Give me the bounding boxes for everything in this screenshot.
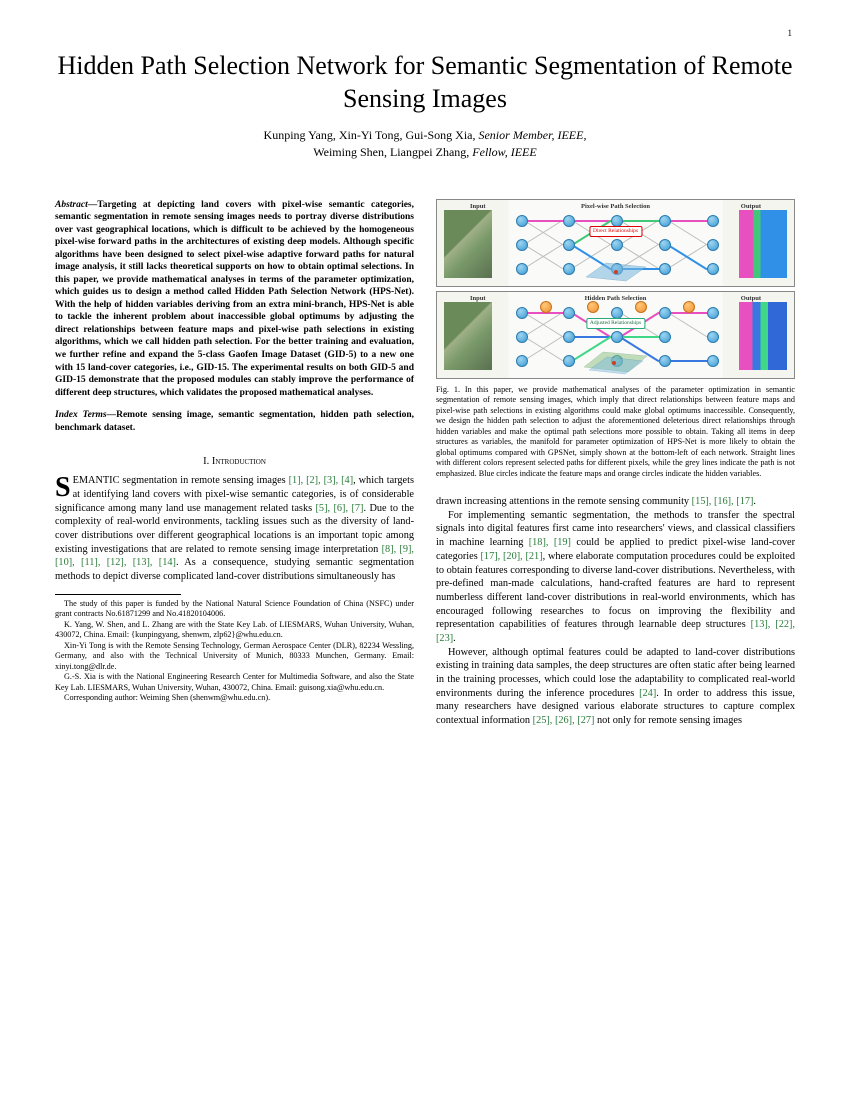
label-panel-title: Pixel-wise Path Selection bbox=[581, 203, 650, 210]
ref-link: [5], [6], [7] bbox=[316, 503, 364, 514]
intro-p1-a: EMANTIC segmentation in remote sensing i… bbox=[73, 475, 289, 486]
manifold-surface-icon bbox=[581, 255, 651, 283]
footnote-separator bbox=[55, 594, 181, 595]
input-thumbnail bbox=[444, 210, 492, 278]
p-text: . bbox=[753, 496, 756, 507]
ref-link: [24] bbox=[639, 688, 656, 699]
two-column-layout: Abstract—Targeting at depicting land cov… bbox=[55, 199, 795, 728]
figure-1: Input Pixel-wise Path Selection Output bbox=[436, 199, 795, 379]
p-text: , where elaborate computation procedures… bbox=[436, 551, 795, 630]
p-text: not only for remote sensing images bbox=[594, 715, 742, 726]
ref-link: [18], [19] bbox=[529, 537, 571, 548]
footnote-affil-3: G.-S. Xia is with the National Engineeri… bbox=[55, 672, 414, 693]
ref-link: [15], [16], [17] bbox=[692, 496, 754, 507]
footnote-affil-2: Xin-Yi Tong is with the Remote Sensing T… bbox=[55, 641, 414, 673]
col2-paragraph-2: For implementing semantic segmentation, … bbox=[436, 509, 795, 646]
section-1-heading: I. Introduction bbox=[55, 456, 414, 467]
manifold-surface-icon bbox=[581, 347, 651, 375]
footnote-funding: The study of this paper is funded by the… bbox=[55, 599, 414, 620]
ref-link: [1], [2], [3], [4] bbox=[289, 475, 354, 486]
index-label: Index Terms— bbox=[55, 410, 116, 420]
authors-block: Kunping Yang, Xin-Yi Tong, Gui-Song Xia,… bbox=[55, 127, 795, 161]
input-thumbnail bbox=[444, 302, 492, 370]
ref-link: [17], [20], [21] bbox=[481, 551, 543, 562]
figure-1-caption: Fig. 1. In this paper, we provide mathem… bbox=[436, 385, 795, 480]
output-thumbnail bbox=[739, 302, 787, 370]
output-thumbnail bbox=[739, 210, 787, 278]
ref-link: [25], [26], [27] bbox=[533, 715, 595, 726]
right-column: Input Pixel-wise Path Selection Output bbox=[436, 199, 795, 728]
intro-paragraph-1: SEMANTIC segmentation in remote sensing … bbox=[55, 474, 414, 584]
p-text: drawn increasing attentions in the remot… bbox=[436, 496, 692, 507]
col2-paragraph-3: However, although optimal features could… bbox=[436, 646, 795, 728]
figure-panel-2: Input Hidden Path Selection Output bbox=[436, 291, 795, 379]
authors-line1: Kunping Yang, Xin-Yi Tong, Gui-Song Xia, bbox=[264, 128, 479, 142]
left-column: Abstract—Targeting at depicting land cov… bbox=[55, 199, 414, 728]
figure-panel-1: Input Pixel-wise Path Selection Output bbox=[436, 199, 795, 287]
label-output: Output bbox=[741, 203, 761, 210]
paper-title: Hidden Path Selection Network for Semant… bbox=[55, 50, 795, 115]
abstract: Abstract—Targeting at depicting land cov… bbox=[55, 199, 414, 400]
relationship-label: Adjusted Relationships bbox=[586, 318, 645, 328]
abstract-text: Targeting at depicting land covers with … bbox=[55, 200, 414, 398]
abstract-label: Abstract— bbox=[55, 200, 97, 210]
label-output: Output bbox=[741, 295, 761, 302]
author-role2: Fellow, IEEE bbox=[472, 145, 536, 159]
label-input: Input bbox=[470, 295, 486, 302]
page-number: 1 bbox=[788, 28, 793, 38]
p-text: . bbox=[453, 633, 456, 644]
col2-paragraph-1: drawn increasing attentions in the remot… bbox=[436, 495, 795, 509]
dropcap: S bbox=[55, 474, 73, 500]
authors-line2: Weiming Shen, Liangpei Zhang, bbox=[313, 145, 472, 159]
footnote-corresponding: Corresponding author: Weiming Shen (shen… bbox=[55, 693, 414, 704]
author-role1: Senior Member, IEEE, bbox=[478, 128, 586, 142]
footnote-affil-1: K. Yang, W. Shen, and L. Zhang are with … bbox=[55, 620, 414, 641]
relationship-label: Direct Relationships bbox=[589, 226, 642, 236]
index-terms: Index Terms—Remote sensing image, semant… bbox=[55, 409, 414, 434]
label-input: Input bbox=[470, 203, 486, 210]
